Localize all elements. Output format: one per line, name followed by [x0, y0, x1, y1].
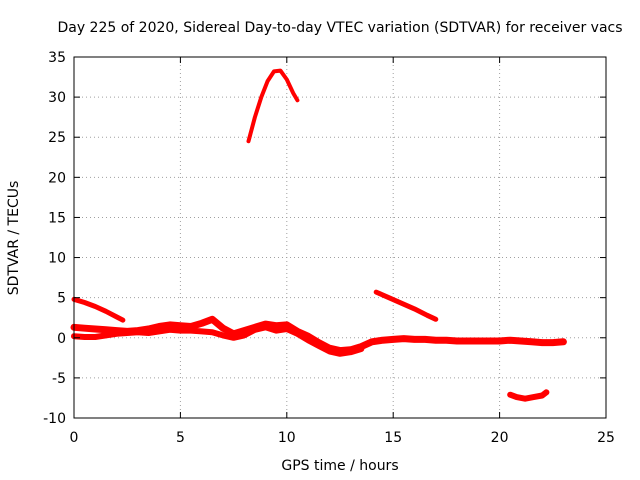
y-tick-label: 0 [57, 331, 66, 347]
series-line-2 [373, 289, 439, 322]
y-tick-label: 5 [57, 291, 66, 307]
y-tick-label: -5 [52, 371, 66, 387]
y-tick-label: 20 [48, 170, 66, 186]
x-tick-label: 0 [70, 430, 79, 446]
x-tick-label: 5 [176, 430, 185, 446]
axis-ticks: -10 -5 0 5 10 15 20 25 30 35 0 5 10 15 20 25 [43, 50, 615, 446]
y-tick-label: 35 [48, 50, 66, 66]
x-tick-label: 15 [384, 430, 402, 446]
series-layer [70, 68, 567, 402]
series-line-0 [246, 68, 300, 144]
series-line-1 [71, 296, 126, 323]
plot-frame [73, 56, 607, 419]
x-axis-label: GPS time / hours [281, 458, 398, 474]
chart-title: Day 225 of 2020, Sidereal Day-to-day VTE… [57, 20, 622, 36]
x-tick-label: 10 [278, 430, 296, 446]
y-tick-label: -10 [43, 411, 66, 427]
series-line-3 [507, 389, 550, 402]
y-tick-label: 10 [48, 251, 66, 267]
y-tick-label: 15 [48, 210, 66, 226]
y-tick-label: 30 [48, 90, 66, 106]
y-tick-label: 25 [48, 130, 66, 146]
x-tick-label: 25 [597, 430, 615, 446]
x-tick-label: 20 [491, 430, 509, 446]
grid [74, 57, 606, 418]
y-axis-label: SDTVAR / TECUs [6, 181, 22, 296]
series-line-5 [71, 324, 365, 357]
